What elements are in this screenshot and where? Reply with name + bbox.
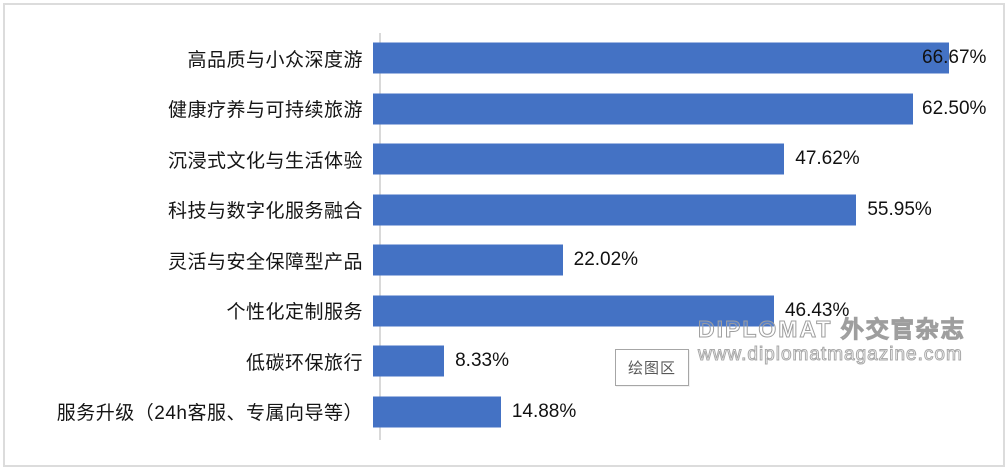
- bar[interactable]: [373, 42, 950, 74]
- value-label: 66.67%: [922, 47, 987, 69]
- bar-track: 62.50%: [372, 84, 986, 135]
- category-label: 沉浸式文化与生活体验: [167, 150, 363, 172]
- chart-rows[interactable]: 高品质与小众深度游 66.67% 健康疗养与可持续旅游 62.50% 沉浸式文化与生活体…: [0, 33, 986, 438]
- value-label: 22.02%: [573, 249, 639, 271]
- bar-track: 66.67%: [372, 33, 986, 84]
- chart-row: 沉浸式文化与生活体验 47.62%: [0, 134, 978, 185]
- value-label: 8.33%: [455, 350, 509, 372]
- value-label: 46.43%: [784, 299, 850, 321]
- value-label: 47.62%: [795, 148, 860, 170]
- bar[interactable]: [373, 295, 774, 327]
- bar[interactable]: [373, 345, 445, 377]
- value-label: 14.88%: [511, 400, 577, 422]
- bar-track: 14.88%: [372, 387, 978, 438]
- category-label: 服务升级（24h客服、专属向导等）: [56, 403, 363, 425]
- chart-row: 服务升级（24h客服、专属向导等） 14.88%: [0, 387, 978, 438]
- value-label: 55.95%: [867, 198, 932, 220]
- bar-track: 46.43%: [372, 286, 978, 337]
- category-label: 灵活与安全保障型产品: [167, 251, 363, 273]
- chart-row: 低碳环保旅行 8.33%: [0, 336, 978, 387]
- category-label: 健康疗养与可持续旅游: [167, 100, 363, 122]
- bar-track: 8.33%: [372, 336, 978, 387]
- value-label: 62.50%: [922, 97, 987, 119]
- plot-area-tooltip-label: 绘图区: [628, 360, 677, 377]
- chart-row: 健康疗养与可持续旅游 62.50%: [0, 84, 986, 135]
- chart-row: 科技与数字化服务融合 55.95%: [0, 185, 978, 236]
- bar[interactable]: [373, 244, 563, 276]
- category-label: 个性化定制服务: [226, 302, 363, 324]
- bar-track: 55.95%: [372, 185, 978, 236]
- chart-row: 个性化定制服务 46.43%: [0, 286, 978, 337]
- bar-track: 47.62%: [372, 134, 978, 185]
- category-label: 高品质与小众深度游: [187, 49, 363, 71]
- bar-track: 22.02%: [372, 235, 978, 286]
- category-label: 科技与数字化服务融合: [167, 201, 363, 223]
- chart-frame: [3, 3, 1005, 467]
- category-label: 低碳环保旅行: [245, 352, 363, 374]
- bar[interactable]: [373, 143, 785, 175]
- bar[interactable]: [373, 194, 857, 226]
- chart-row: 高品质与小众深度游 66.67%: [0, 33, 986, 84]
- category-axis-line: [379, 33, 381, 440]
- plot-area-tooltip: 绘图区: [615, 349, 690, 386]
- bar[interactable]: [373, 93, 914, 125]
- bar[interactable]: [373, 396, 501, 428]
- chart-row: 灵活与安全保障型产品 22.02%: [0, 235, 978, 286]
